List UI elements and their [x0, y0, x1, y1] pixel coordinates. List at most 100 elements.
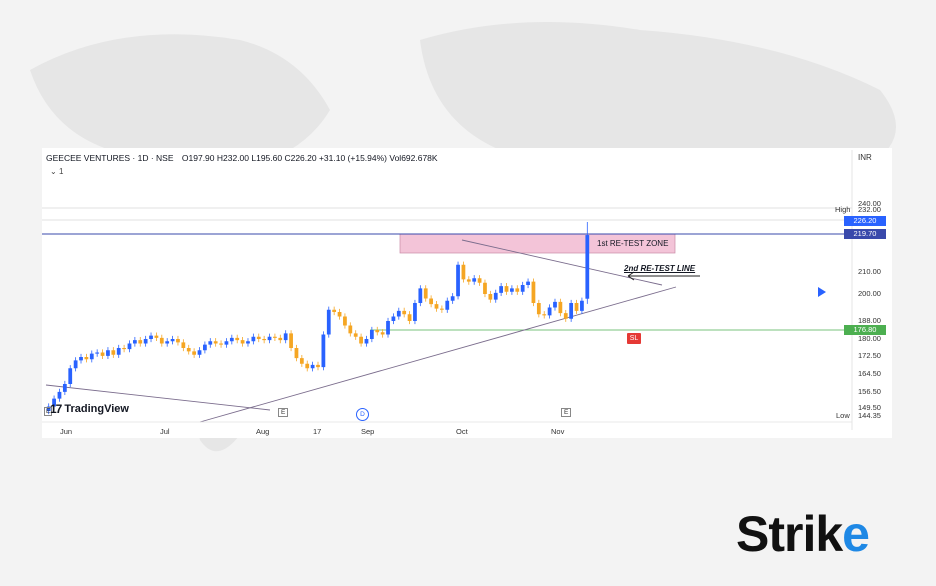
candle-body[interactable]	[504, 286, 509, 292]
chevron-down-icon[interactable]: ⌄	[50, 167, 57, 176]
candle-body[interactable]	[418, 288, 423, 303]
candle-body[interactable]	[510, 288, 514, 292]
candle-body[interactable]	[445, 300, 450, 310]
candle-body[interactable]	[585, 235, 590, 299]
candle-body[interactable]	[423, 288, 428, 299]
candle-body[interactable]	[127, 343, 132, 350]
candle-body[interactable]	[520, 285, 525, 292]
candle-body[interactable]	[116, 348, 121, 355]
candle-body[interactable]	[472, 278, 477, 282]
candle-body[interactable]	[262, 339, 267, 341]
candle-body[interactable]	[289, 333, 293, 348]
candle-body[interactable]	[391, 316, 396, 322]
candle-body[interactable]	[413, 303, 417, 321]
candle-body[interactable]	[488, 294, 493, 300]
candle-body[interactable]	[526, 281, 530, 285]
candle-body[interactable]	[456, 264, 460, 297]
candle-body[interactable]	[542, 314, 547, 316]
candle-body[interactable]	[553, 301, 557, 308]
candle-body[interactable]	[316, 364, 320, 368]
descending-trendline[interactable]	[461, 239, 663, 286]
candle-body[interactable]	[348, 325, 353, 334]
candle-body[interactable]	[106, 350, 110, 356]
candle-body[interactable]	[143, 339, 148, 344]
candle-body[interactable]	[203, 344, 207, 351]
candle-body[interactable]	[310, 364, 315, 369]
candle-body[interactable]	[192, 351, 197, 355]
candle-body[interactable]	[299, 358, 304, 364]
candle-body[interactable]	[332, 309, 337, 312]
candle-body[interactable]	[531, 281, 536, 303]
candle-body[interactable]	[450, 296, 455, 301]
candle-body[interactable]	[251, 336, 256, 342]
candle-body[interactable]	[62, 384, 67, 392]
candle-body[interactable]	[477, 278, 482, 283]
candle-body[interactable]	[569, 303, 574, 319]
candle-body[interactable]	[364, 339, 369, 344]
candle-body[interactable]	[68, 368, 73, 384]
ascending-trendline[interactable]	[199, 286, 677, 423]
earnings-marker[interactable]: E	[561, 408, 572, 417]
candle-body[interactable]	[493, 292, 498, 300]
candle-body[interactable]	[386, 321, 390, 335]
candle-body[interactable]	[95, 352, 100, 354]
candle-body[interactable]	[57, 391, 62, 399]
candle-body[interactable]	[359, 336, 363, 344]
play-icon[interactable]	[818, 287, 826, 297]
candle-body[interactable]	[165, 341, 170, 344]
candle-body[interactable]	[181, 342, 186, 348]
candle-body[interactable]	[240, 340, 245, 344]
candle-body[interactable]	[337, 312, 342, 317]
candle-body[interactable]	[461, 264, 466, 280]
candle-body[interactable]	[407, 314, 412, 321]
candle-body[interactable]	[429, 298, 433, 305]
candle-body[interactable]	[46, 406, 51, 412]
old-descending-trendline[interactable]	[45, 384, 271, 411]
earnings-marker[interactable]: E	[44, 407, 53, 416]
candle-body[interactable]	[122, 348, 126, 350]
candle-body[interactable]	[375, 330, 380, 333]
candle-body[interactable]	[224, 341, 229, 345]
candle-body[interactable]	[343, 316, 347, 326]
candle-body[interactable]	[256, 336, 261, 339]
candle-body[interactable]	[483, 282, 487, 294]
candle-body[interactable]	[321, 334, 326, 368]
candle-body[interactable]	[229, 337, 234, 342]
candle-body[interactable]	[138, 340, 143, 344]
candle-body[interactable]	[294, 348, 299, 359]
candle-body[interactable]	[84, 357, 89, 360]
candle-body[interactable]	[326, 309, 331, 335]
candle-body[interactable]	[111, 350, 116, 355]
candle-body[interactable]	[273, 336, 277, 338]
candle-body[interactable]	[396, 310, 401, 317]
candle-body[interactable]	[52, 398, 56, 407]
indicator-toggle[interactable]: ⌄ 1	[50, 167, 63, 176]
candle-body[interactable]	[73, 360, 78, 369]
candle-body[interactable]	[219, 343, 223, 345]
candle-body[interactable]	[466, 279, 471, 282]
tradingview-logo[interactable]: 17 TradingView	[50, 402, 129, 416]
candle-body[interactable]	[89, 353, 94, 360]
candle-body[interactable]	[574, 303, 579, 311]
candle-body[interactable]	[439, 308, 444, 310]
candle-body[interactable]	[100, 352, 105, 356]
candle-body[interactable]	[580, 300, 584, 311]
candle-body[interactable]	[149, 335, 153, 339]
candle-body[interactable]	[79, 357, 83, 361]
candle-body[interactable]	[563, 313, 568, 319]
candle-body[interactable]	[267, 336, 272, 341]
candle-body[interactable]	[213, 341, 218, 344]
candle-body[interactable]	[154, 335, 159, 338]
candle-body[interactable]	[235, 337, 240, 341]
candle-body[interactable]	[170, 339, 175, 342]
candle-body[interactable]	[197, 350, 202, 355]
earnings-marker[interactable]: E	[278, 408, 289, 417]
dividend-marker[interactable]: D	[356, 408, 369, 421]
candle-body[interactable]	[186, 348, 191, 352]
candle-body[interactable]	[547, 307, 552, 316]
candle-body[interactable]	[515, 288, 520, 292]
candle-body[interactable]	[536, 303, 541, 315]
candle-body[interactable]	[558, 301, 563, 314]
candle-body[interactable]	[353, 333, 358, 337]
